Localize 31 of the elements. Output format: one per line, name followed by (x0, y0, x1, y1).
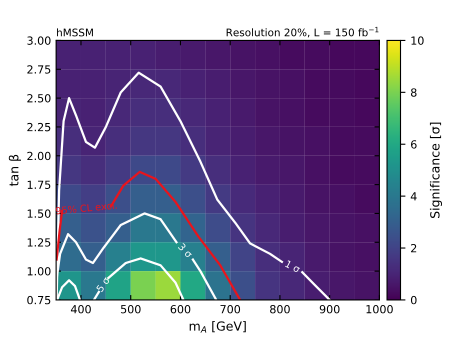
x-tick-label: 1000 (366, 304, 393, 314)
y-tick-label: 1.25 (28, 238, 50, 247)
color-bar-label: 2 (411, 244, 416, 252)
annotation: 5 σ (96, 276, 110, 292)
y-tick-label: 1.00 (28, 267, 51, 276)
y-tick-label: 1.50 (28, 209, 51, 218)
annotation: 1 σ (284, 260, 301, 273)
color-bar-label: 10 (411, 36, 424, 45)
y-tick-label: 2.50 (27, 94, 51, 102)
chart-title: hMSSM (57, 28, 93, 36)
color-bar-label: 8 (410, 88, 417, 97)
y-tick-label: 2.75 (27, 65, 50, 74)
y-tick-label: 1.75 (28, 180, 50, 189)
y-axis-title: tan β (8, 154, 21, 186)
y-tick-label: 2.25 (27, 122, 50, 132)
x-axis-title: m$_{A}$ [GeV] (190, 321, 246, 333)
x-tick-label: 500 (120, 304, 141, 314)
color-bar-label: 0 (410, 296, 417, 304)
y-tick-label: 0.75 (27, 296, 50, 304)
x-tick-label: 900 (320, 304, 340, 314)
color-bar-label: 4 (410, 192, 417, 200)
x-tick-label: 700 (220, 304, 240, 314)
color-bar-label: 6 (411, 140, 417, 149)
y-tick-label: 2.00 (27, 152, 51, 160)
color-bar-title: Significance [σ] (430, 122, 442, 218)
x-tick-label: 800 (270, 304, 290, 314)
y-tick-label: 3.00 (27, 36, 51, 45)
chart-subtitle: Resolution 20%, L = 150 fb$^{−1}$ (226, 26, 378, 38)
annotation: 3 σ (178, 242, 194, 258)
x-tick-label: 400 (70, 304, 91, 314)
x-tick-label: 600 (170, 304, 190, 314)
